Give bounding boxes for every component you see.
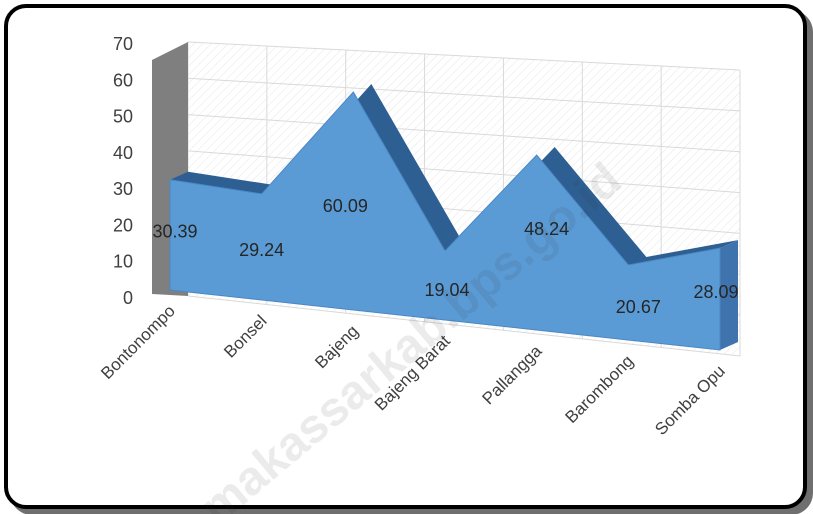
data-series — [169, 83, 738, 351]
data-label: 19.04 — [424, 280, 469, 300]
data-label: 28.09 — [693, 282, 738, 302]
data-point — [536, 154, 538, 156]
data-label: 48.24 — [524, 219, 569, 239]
data-label: 29.24 — [239, 240, 284, 260]
data-point — [444, 250, 446, 252]
data-point — [719, 247, 721, 249]
gridline-h — [187, 150, 741, 194]
data-point — [261, 193, 263, 195]
data-point — [169, 179, 171, 181]
y-tick-label: 70 — [113, 34, 133, 54]
data-labels: 30.39 29.24 60.09 19.04 48.24 20.67 28.09 — [152, 196, 738, 317]
area-series-fill — [169, 91, 721, 351]
area-side-face — [720, 240, 738, 350]
x-tick-label: Bonsel — [220, 311, 270, 361]
data-label: 30.39 — [152, 222, 197, 242]
y-tick-label: 20 — [113, 215, 133, 235]
gridline-h — [187, 77, 741, 112]
x-tick-label: Bontonompo — [97, 301, 179, 383]
data-point — [627, 264, 629, 266]
gridline-h — [187, 295, 741, 357]
y-axis: 0 10 20 30 40 50 60 70 — [113, 34, 133, 308]
x-tick-label: Somba Opu — [651, 361, 729, 439]
gridline-h — [187, 41, 741, 71]
data-label: 60.09 — [323, 196, 368, 216]
y-tick-label: 60 — [113, 70, 133, 90]
y-tick-label: 10 — [113, 252, 133, 272]
y-tick-label: 30 — [113, 179, 133, 199]
x-tick-label: Barombong — [562, 351, 638, 427]
y-tick-label: 40 — [113, 143, 133, 163]
data-label: 20.67 — [616, 297, 661, 317]
y-tick-label: 50 — [113, 107, 133, 127]
area-top-edge — [170, 83, 738, 265]
x-tick-label: Pallangga — [479, 341, 546, 408]
gridline-h — [187, 114, 741, 153]
data-point — [352, 91, 354, 93]
y-tick-label: 0 — [123, 288, 133, 308]
